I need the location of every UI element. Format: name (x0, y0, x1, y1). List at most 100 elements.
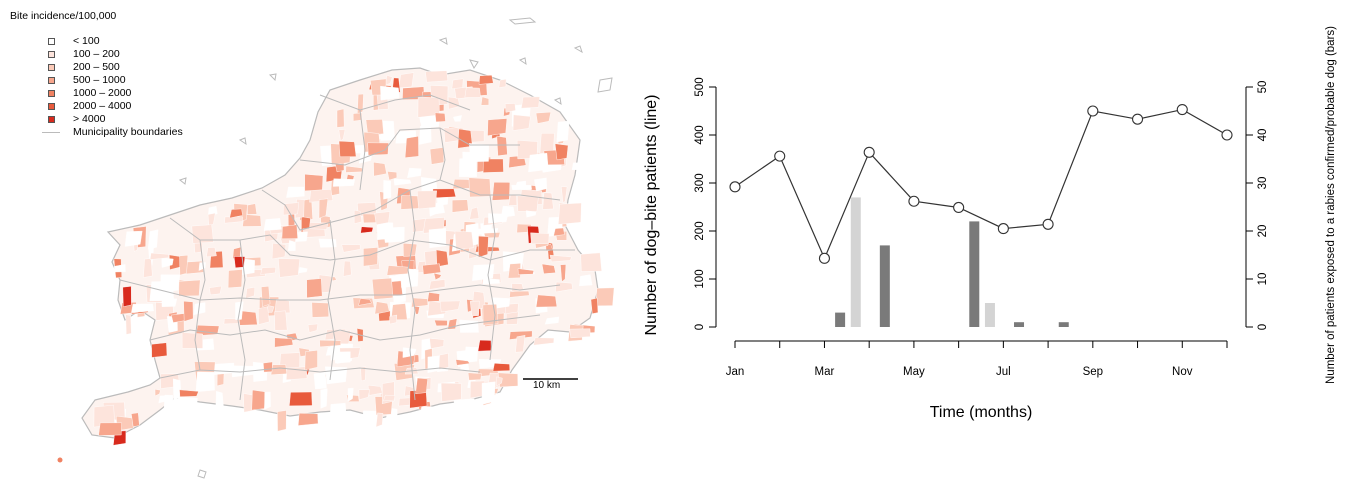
dog-bite-point (1176, 104, 1188, 116)
incidence-patch (383, 226, 405, 243)
incidence-patch (373, 161, 387, 177)
islet-dot (57, 457, 63, 463)
incidence-patch (590, 297, 599, 314)
incidence-patch (125, 314, 132, 335)
incidence-patch (534, 177, 547, 192)
incidence-patch (542, 192, 554, 210)
incidence-map: Bite incidence/100,000 < 100 100 – 200 200… (0, 0, 620, 481)
incidence-patch (289, 391, 313, 407)
right-tick-label: 30 (1257, 177, 1269, 190)
incidence-patch (198, 262, 206, 271)
incidence-patch (440, 382, 462, 402)
legend-item: 2000 – 4000 (48, 100, 183, 113)
incidence-patch (383, 180, 392, 200)
incidence-patch (318, 238, 337, 248)
incidence-patch (227, 269, 243, 289)
incidence-patch (360, 226, 374, 234)
right-tick-label: 20 (1257, 225, 1269, 238)
incidence-patch (258, 306, 270, 325)
incidence-patch (544, 316, 560, 325)
legend-label: 200 – 500 (73, 61, 120, 73)
incidence-patch (438, 353, 449, 370)
incidence-patch (469, 206, 480, 220)
chart-canvas: 0 100 200 300 400 500 0 10 20 30 40 50 Jan Mar May Jul S… (643, 26, 1337, 421)
incidence-patch (439, 300, 461, 313)
incidence-patch (161, 257, 174, 268)
incidence-patch (509, 290, 530, 298)
exposure-bar (835, 312, 846, 327)
legend-label: Municipality boundaries (73, 126, 183, 138)
incidence-patch (338, 129, 346, 142)
legend-item-boundaries: Municipality boundaries (42, 126, 183, 139)
incidence-patch (425, 70, 449, 83)
incidence-patch (179, 389, 199, 397)
incidence-patch (374, 211, 391, 226)
legend-swatch (48, 116, 55, 123)
chart-axes (709, 86, 1253, 348)
incidence-patch (414, 306, 420, 315)
x-tick-label: May (903, 366, 925, 378)
incidence-patch (541, 263, 556, 274)
incidence-patch (176, 396, 198, 409)
incidence-patch (468, 177, 492, 198)
left-axis-title: Number of dog–bite patients (line) (643, 94, 660, 335)
left-tick-label: 500 (694, 77, 706, 96)
exposure-bars (835, 197, 1069, 327)
incidence-patch (478, 74, 494, 85)
incidence-patch (464, 87, 481, 98)
incidence-patch (411, 297, 429, 308)
legend-label: 1000 – 2000 (73, 87, 132, 99)
incidence-patch (278, 258, 301, 278)
incidence-patch (407, 167, 422, 179)
incidence-patch (434, 112, 446, 123)
incidence-patch (500, 205, 515, 218)
incidence-patch (455, 359, 471, 366)
incidence-patch (553, 227, 565, 237)
dog-bite-series-line (734, 108, 1228, 260)
small-islets (178, 17, 613, 479)
incidence-patch (282, 202, 300, 216)
incidence-patch (507, 263, 521, 279)
incidence-patch (560, 264, 567, 282)
incidence-patch (528, 152, 549, 173)
incidence-patch (554, 143, 569, 161)
incidence-patch (504, 103, 516, 113)
exposure-bar (1058, 322, 1069, 327)
incidence-patch (251, 389, 266, 411)
incidence-patch (181, 332, 203, 349)
incidence-patch (311, 302, 330, 318)
x-axis-title: Time (months) (930, 404, 1033, 421)
incidence-patch (415, 377, 428, 395)
incidence-patch (451, 78, 464, 89)
exposure-bar (984, 303, 995, 327)
incidence-patch (341, 244, 361, 253)
legend-label: 500 – 1000 (73, 74, 126, 86)
incidence-patch (374, 301, 390, 315)
legend-swatch (48, 77, 55, 84)
incidence-patch (313, 371, 327, 390)
incidence-patch (297, 412, 319, 426)
right-tick-label: 40 (1257, 129, 1269, 142)
municipality-boundaries (119, 94, 575, 401)
incidence-patch (207, 212, 216, 228)
incidence-patch (271, 242, 287, 260)
incidence-patch (281, 224, 298, 240)
incidence-patch (179, 254, 189, 276)
dog-bite-point (908, 195, 920, 207)
incidence-patch (354, 209, 363, 225)
incidence-patch (365, 119, 384, 136)
incidence-patch (595, 287, 615, 307)
incidence-patch (332, 178, 356, 187)
incidence-patch (453, 115, 462, 122)
incidence-patch (517, 268, 535, 275)
incidence-patch (498, 78, 507, 88)
dog-bite-point (1042, 218, 1054, 230)
incidence-patch (306, 278, 323, 299)
exposure-bar (879, 245, 890, 327)
incidence-patch (412, 218, 426, 233)
legend-item: > 4000 (48, 113, 183, 126)
legend-item: 1000 – 2000 (48, 87, 183, 100)
incidence-patch (482, 158, 504, 173)
scale-label: 10 km (533, 380, 561, 391)
incidence-patch (98, 422, 122, 436)
